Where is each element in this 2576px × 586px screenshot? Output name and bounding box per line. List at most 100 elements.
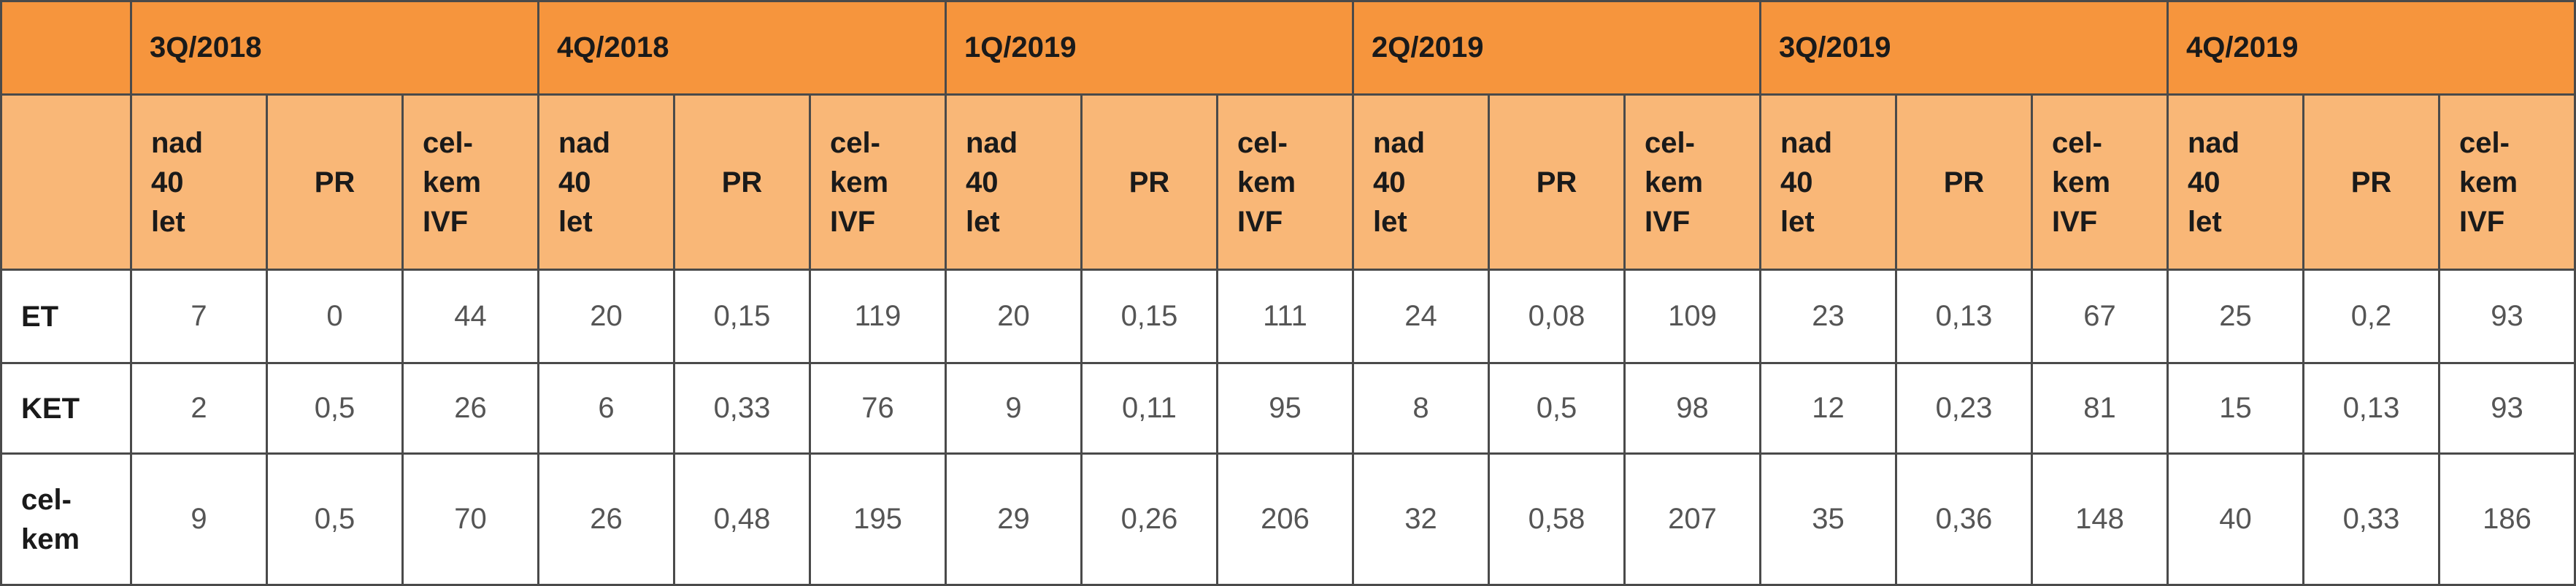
subheader-line: 40 <box>966 166 999 198</box>
subheader-line: kem <box>2052 166 2111 198</box>
table-cell: 0,48 <box>673 452 811 586</box>
table-cell: 109 <box>1623 269 1761 364</box>
table-cell: 0,5 <box>266 452 404 586</box>
subheader-total-ivf: cel-kem IVF <box>1623 93 1761 271</box>
table-cell: 23 <box>1759 269 1897 364</box>
subheader-over-40: nad 40 let <box>945 93 1083 271</box>
table-cell: 81 <box>2031 362 2169 455</box>
subheader-line: let <box>151 205 185 238</box>
row-label: cel-kem <box>0 452 132 586</box>
subheader-line: 40 <box>558 166 591 198</box>
table-cell: 20 <box>537 269 675 364</box>
corner-cell <box>0 0 132 96</box>
table-cell: 0,5 <box>1488 362 1626 455</box>
table-row-row-ket: KET 2 0,5 26 6 0,33 76 9 0,11 95 8 0,5 98 12 0,23 81 15 0… <box>0 362 2576 455</box>
subheader-over-40: nad 40 let <box>1759 93 1897 271</box>
subheader-line: nad <box>2188 126 2240 159</box>
row-label-line: KET <box>21 392 80 425</box>
table-cell: 0,36 <box>1895 452 2033 586</box>
period-header: 1Q/2019 <box>945 0 1354 96</box>
period-header: 2Q/2019 <box>1352 0 1761 96</box>
period-header: 4Q/2018 <box>537 0 947 96</box>
subheader-pr: PR <box>1488 93 1626 271</box>
table-cell: 206 <box>1216 452 1354 586</box>
row-label-line: ET <box>21 300 59 333</box>
period-header: 3Q/2019 <box>1759 0 2169 96</box>
subheader-line: nad <box>1780 126 1833 159</box>
table-cell: 0,15 <box>673 269 811 364</box>
table-cell: 0,08 <box>1488 269 1626 364</box>
subheader-line: kem <box>1645 166 1704 198</box>
subheader-line: IVF <box>1237 205 1283 238</box>
table-cell: 0,23 <box>1895 362 2033 455</box>
table-cell: 0,26 <box>1080 452 1218 586</box>
subheader-line: cel- <box>1237 126 1288 159</box>
table-cell: 9 <box>130 452 268 586</box>
subheader-over-40: nad 40 let <box>537 93 675 271</box>
subheader-line: nad <box>151 126 204 159</box>
subheader-line: kem <box>423 166 482 198</box>
table-cell: 93 <box>2438 362 2576 455</box>
table-cell: 0,5 <box>266 362 404 455</box>
subheader-line: let <box>966 205 1000 238</box>
subheader-line: kem <box>830 166 889 198</box>
table-cell: 0,33 <box>673 362 811 455</box>
subheader-line: cel- <box>423 126 473 159</box>
table-cell: 148 <box>2031 452 2169 586</box>
table-cell: 67 <box>2031 269 2169 364</box>
table-cell: 26 <box>401 362 539 455</box>
subheader-total-ivf: cel-kem IVF <box>1216 93 1354 271</box>
period-header: 4Q/2019 <box>2166 0 2576 96</box>
period-header-row: 3Q/2018 4Q/2018 1Q/2019 2Q/2019 3Q/2019 4Q/20… <box>0 0 2576 96</box>
subheader-pr: PR <box>1895 93 2033 271</box>
subheader-pr: PR <box>2302 93 2440 271</box>
row-label-line: kem <box>21 523 80 555</box>
subheader-line: IVF <box>830 205 876 238</box>
subheader-over-40: nad 40 let <box>1352 93 1490 271</box>
subheader-line: let <box>2188 205 2222 238</box>
table-cell: 8 <box>1352 362 1490 455</box>
table-cell: 32 <box>1352 452 1490 586</box>
subheader-line: IVF <box>2459 205 2505 238</box>
table-cell: 35 <box>1759 452 1897 586</box>
row-label-line: cel- <box>21 483 72 516</box>
period-header: 3Q/2018 <box>130 0 539 96</box>
subheader-line: 40 <box>151 166 184 198</box>
table-cell: 40 <box>2166 452 2304 586</box>
subheader-line: cel- <box>2459 126 2510 159</box>
table-cell: 0,15 <box>1080 269 1218 364</box>
table-cell: 12 <box>1759 362 1897 455</box>
table-cell: 0,11 <box>1080 362 1218 455</box>
subheader-line: nad <box>966 126 1018 159</box>
table-cell: 6 <box>537 362 675 455</box>
subheader-total-ivf: cel-kem IVF <box>2031 93 2169 271</box>
table-cell: 0,13 <box>1895 269 2033 364</box>
table-cell: 111 <box>1216 269 1354 364</box>
table-cell: 29 <box>945 452 1083 586</box>
subheader-line: IVF <box>423 205 469 238</box>
table-row-row-et: ET 7 0 44 20 0,15 119 20 0,15 111 24 0,08 109 23 0,13 6… <box>0 269 2576 364</box>
table-row-row-total: cel-kem 9 0,5 70 26 0,48 195 29 0,26 206 32 0,58 207… <box>0 452 2576 586</box>
table-cell: 25 <box>2166 269 2304 364</box>
table-cell: 15 <box>2166 362 2304 455</box>
table-cell: 0,33 <box>2302 452 2440 586</box>
subheader-total-ivf: cel-kem IVF <box>401 93 539 271</box>
subheader-total-ivf: cel-kem IVF <box>809 93 947 271</box>
table-cell: 95 <box>1216 362 1354 455</box>
table-cell: 7 <box>130 269 268 364</box>
subheader-line: let <box>558 205 593 238</box>
subheader-over-40: nad 40 let <box>2166 93 2304 271</box>
subheader-line: kem <box>2459 166 2518 198</box>
subheader-line: IVF <box>1645 205 1691 238</box>
subheader-line: 40 <box>2188 166 2221 198</box>
table-cell: 24 <box>1352 269 1490 364</box>
subheader-line: cel- <box>1645 126 1695 159</box>
table-cell: 186 <box>2438 452 2576 586</box>
subheader-line: kem <box>1237 166 1296 198</box>
table-cell: 98 <box>1623 362 1761 455</box>
table-cell: 93 <box>2438 269 2576 364</box>
table-cell: 119 <box>809 269 947 364</box>
subheader-line: let <box>1780 205 1815 238</box>
table-cell: 2 <box>130 362 268 455</box>
